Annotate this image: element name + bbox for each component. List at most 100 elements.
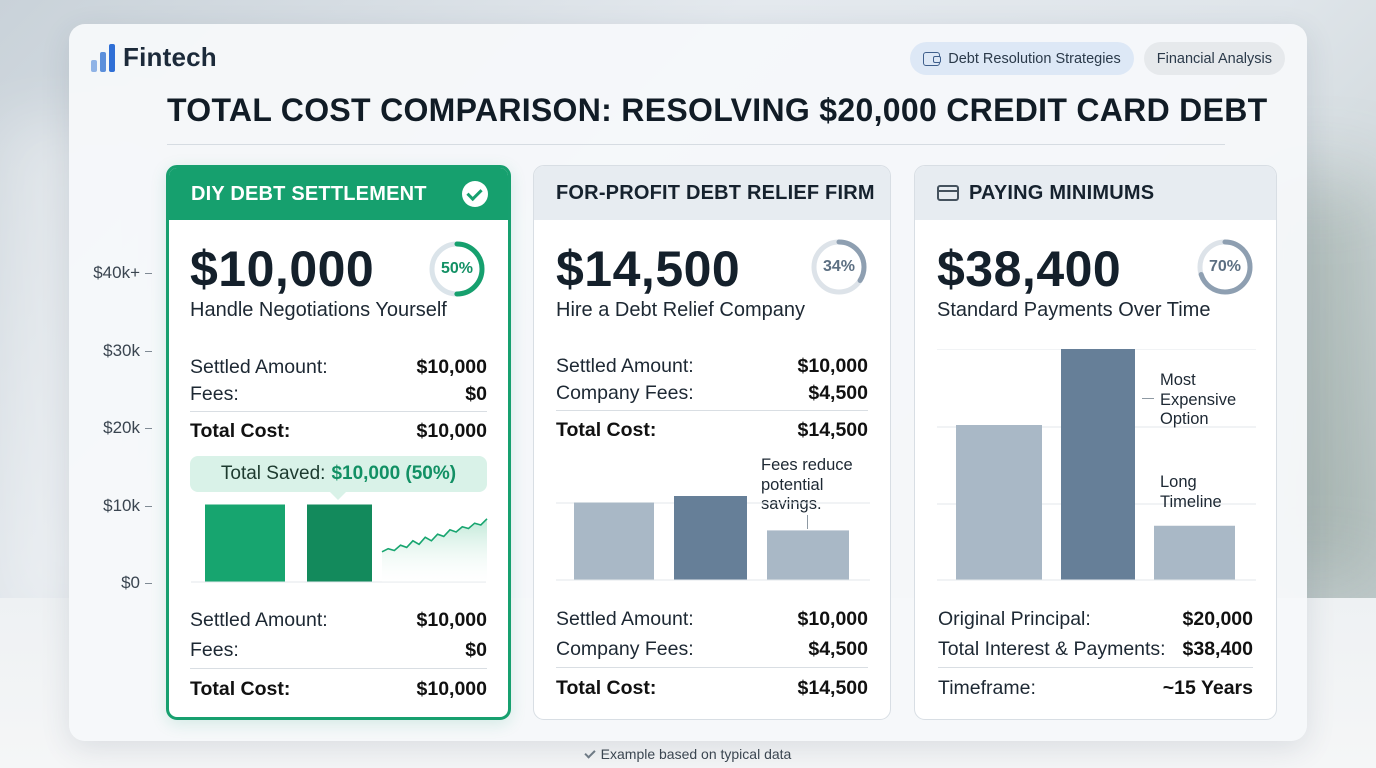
row-label: Fees: bbox=[190, 383, 239, 405]
trend-line bbox=[381, 518, 488, 553]
saved-value: $10,000 (50%) bbox=[331, 463, 457, 484]
fees-row: Company Fees: $4,500 bbox=[556, 382, 868, 405]
settled-row: Settled Amount: $10,000 bbox=[556, 355, 868, 378]
row-label: Total Cost: bbox=[556, 419, 657, 441]
card-subtitle: Standard Payments Over Time bbox=[937, 299, 1211, 321]
saved-label: Total Saved: bbox=[220, 463, 326, 484]
y-axis-label: $0 bbox=[121, 573, 140, 592]
footnote: Example based on typical data bbox=[0, 746, 1376, 762]
credit-card-icon bbox=[937, 185, 959, 201]
percentage-ring: 34% bbox=[810, 238, 868, 296]
checkmark-icon bbox=[583, 747, 596, 759]
callout-line: Most bbox=[1160, 371, 1196, 389]
total-saved-badge: Total Saved: $10,000 (50%) bbox=[190, 456, 487, 500]
row-value: $0 bbox=[465, 639, 487, 661]
total-row: Total Cost: $14,500 bbox=[556, 677, 868, 700]
row-divider bbox=[190, 411, 487, 412]
row-label: Settled Amount: bbox=[556, 608, 694, 630]
card-subtitle: Handle Negotiations Yourself bbox=[190, 299, 447, 321]
callout-line: Timeline bbox=[1160, 492, 1222, 511]
row-value: $4,500 bbox=[808, 382, 868, 404]
y-axis-label: $40k+ bbox=[93, 263, 140, 282]
chart-bar-2 bbox=[1061, 349, 1135, 580]
minimums-bar-chart bbox=[937, 349, 1256, 581]
row-label: Settled Amount: bbox=[556, 355, 694, 377]
y-axis-tick bbox=[145, 351, 152, 352]
total-amount: $14,500 bbox=[556, 241, 741, 297]
row-label: Total Cost: bbox=[190, 420, 291, 442]
check-circle-icon bbox=[462, 181, 488, 207]
row-value: $10,000 bbox=[416, 678, 488, 700]
timeframe-row: Timeframe: ~15 Years bbox=[938, 677, 1253, 700]
row-label: Settled Amount: bbox=[190, 609, 328, 631]
row-value: ~15 Years bbox=[1162, 677, 1253, 699]
title-divider bbox=[167, 144, 1225, 145]
percentage-ring: 70% bbox=[1196, 238, 1254, 296]
y-axis-label: $10k bbox=[103, 496, 140, 515]
total-row: Total Cost: $14,500 bbox=[556, 419, 868, 442]
row-divider bbox=[556, 410, 868, 411]
footnote-text: Example based on typical data bbox=[600, 746, 792, 762]
chart-bar-2 bbox=[674, 496, 747, 580]
total-amount: $38,400 bbox=[937, 241, 1122, 297]
card-header: PAYING MINIMUMS bbox=[915, 166, 1276, 220]
row-divider bbox=[556, 667, 868, 668]
callout-leader bbox=[1142, 398, 1154, 399]
fees-row: Company Fees: $4,500 bbox=[556, 638, 868, 661]
card-header-label: DIY DEBT SETTLEMENT bbox=[191, 182, 427, 205]
card-paying-minimums[interactable]: PAYING MINIMUMS $38,400 70% Standard Pay… bbox=[914, 165, 1277, 720]
ring-label: 34% bbox=[822, 258, 856, 275]
ring-graphic bbox=[811, 239, 867, 295]
callout-leader bbox=[807, 515, 808, 529]
fees-row: Fees: $0 bbox=[190, 383, 487, 406]
settled-row: Settled Amount: $10,000 bbox=[556, 608, 868, 631]
row-label: Total Cost: bbox=[190, 678, 291, 700]
expensive-callout: Most Expensive Option bbox=[1160, 371, 1236, 430]
row-label: Total Interest & Payments: bbox=[938, 638, 1166, 660]
fees-row: Fees: $0 bbox=[190, 639, 487, 662]
row-label: Company Fees: bbox=[556, 638, 694, 660]
tag-debt-resolution[interactable]: Debt Resolution Strategies bbox=[910, 42, 1134, 75]
row-value: $0 bbox=[465, 383, 487, 405]
card-diy-settlement[interactable]: DIY DEBT SETTLEMENT $10,000 50% Handle N… bbox=[166, 165, 511, 720]
settled-row: Settled Amount: $10,000 bbox=[190, 609, 487, 632]
row-value: $10,000 bbox=[416, 420, 488, 442]
card-header-label: PAYING MINIMUMS bbox=[969, 181, 1155, 204]
page-title: TOTAL COST COMPARISON: RESOLVING $20,000… bbox=[167, 92, 1268, 128]
brand[interactable]: Fintech bbox=[91, 42, 217, 73]
trend-area bbox=[382, 518, 487, 582]
ring-graphic bbox=[429, 241, 485, 297]
ring-label: 70% bbox=[1208, 258, 1242, 275]
row-value: $14,500 bbox=[797, 419, 869, 441]
y-axis-tick bbox=[145, 583, 152, 584]
callout-line: Expensive bbox=[1160, 390, 1237, 409]
card-debt-relief-firm[interactable]: FOR-PROFIT DEBT RELIEF FIRM $14,500 34% … bbox=[533, 165, 891, 720]
row-label: Fees: bbox=[190, 639, 239, 661]
bar-chart-logo-icon bbox=[91, 43, 115, 72]
diy-bar-chart bbox=[191, 504, 488, 583]
y-axis-tick bbox=[145, 273, 152, 274]
callout-line: Fees reduce bbox=[761, 456, 853, 474]
row-value: $4,500 bbox=[808, 638, 868, 660]
row-divider bbox=[938, 667, 1253, 668]
row-value: $14,500 bbox=[797, 677, 869, 699]
tag-bar: Debt Resolution Strategies Financial Ana… bbox=[910, 42, 1285, 75]
ring-graphic bbox=[1197, 239, 1253, 295]
callout-line: potential bbox=[761, 475, 824, 494]
total-row: Total Cost: $10,000 bbox=[190, 420, 487, 443]
tag-financial-analysis[interactable]: Financial Analysis bbox=[1143, 42, 1285, 75]
timeline-callout: Long Timeline bbox=[1160, 473, 1222, 512]
chart-bar-1 bbox=[574, 502, 654, 580]
row-value: $20,000 bbox=[1182, 608, 1254, 630]
total-row: Total Cost: $10,000 bbox=[190, 678, 487, 701]
brand-name: Fintech bbox=[123, 42, 217, 72]
row-value: $10,000 bbox=[416, 356, 488, 378]
callout-line: Long bbox=[1160, 473, 1197, 491]
y-axis-tick bbox=[145, 428, 152, 429]
row-label: Total Cost: bbox=[556, 677, 657, 699]
chart-bar-1 bbox=[205, 504, 285, 582]
infographic-panel: Fintech Debt Resolution Strategies Finan… bbox=[69, 24, 1307, 741]
percentage-ring: 50% bbox=[428, 240, 486, 298]
row-label: Timeframe: bbox=[938, 677, 1036, 699]
row-label: Settled Amount: bbox=[190, 356, 328, 378]
